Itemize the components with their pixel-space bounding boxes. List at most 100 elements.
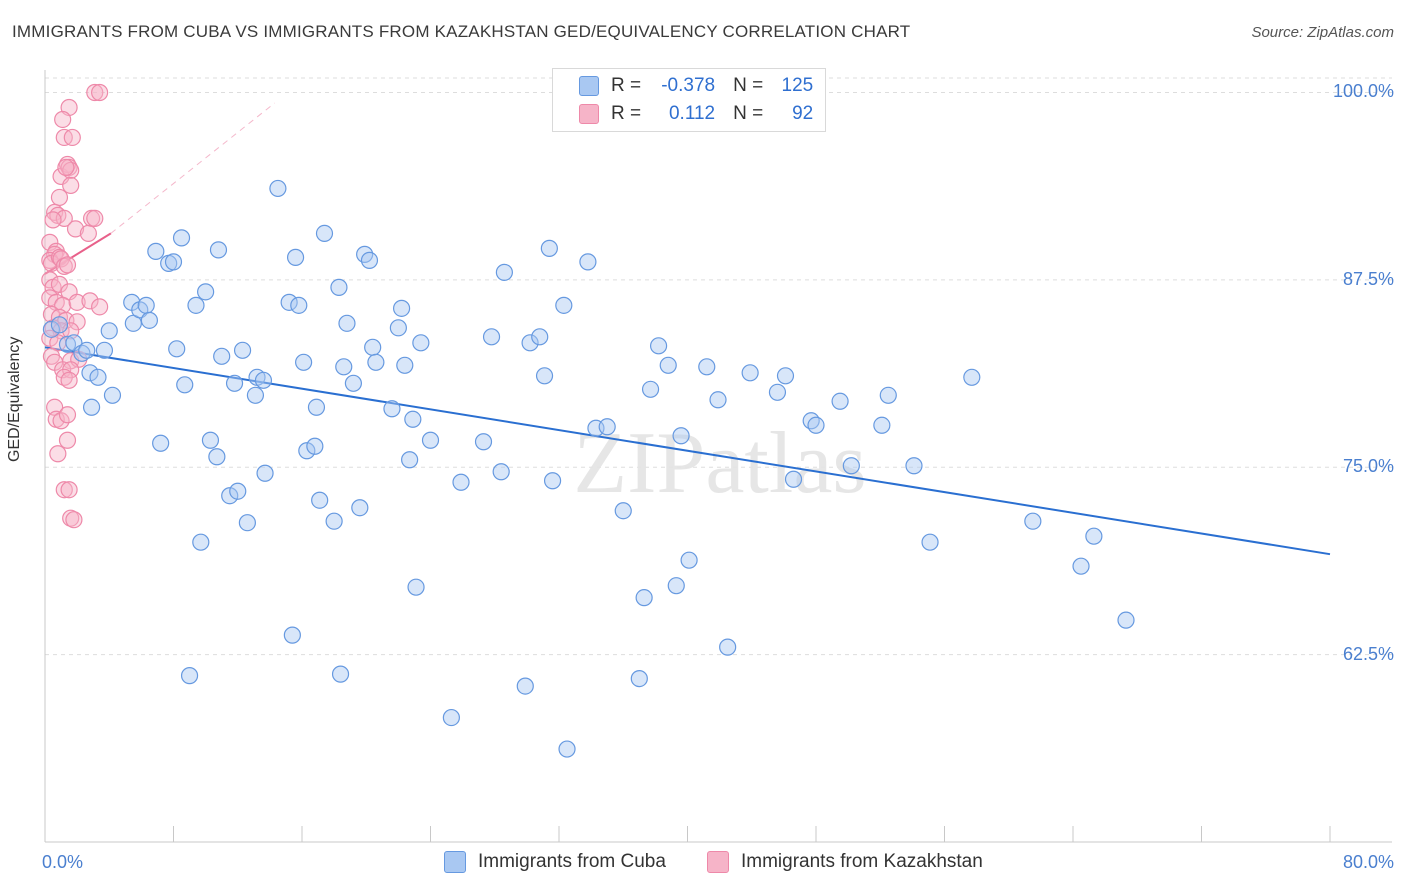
- kazakhstan-point: [65, 511, 83, 529]
- n-label: N =: [733, 103, 764, 124]
- cuba-point: [280, 293, 298, 311]
- cuba-point: [482, 328, 501, 346]
- cuba-point: [963, 368, 981, 386]
- cuba-point: [842, 457, 860, 475]
- kazakhstan-point: [52, 412, 70, 430]
- cuba-point: [831, 392, 849, 410]
- kazakhstan-point: [81, 292, 99, 310]
- cuba-point: [672, 427, 690, 445]
- cuba-point: [776, 367, 795, 385]
- cuba-point: [1117, 611, 1135, 629]
- cuba-point: [598, 418, 616, 436]
- kazakhstan-point: [63, 128, 81, 147]
- kazakhstan-point: [60, 481, 78, 499]
- cuba-point: [540, 239, 558, 257]
- cuba-point: [140, 311, 159, 329]
- cuba-point: [535, 367, 554, 385]
- cuba-point: [103, 386, 122, 404]
- cuba-point: [1072, 557, 1090, 575]
- cuba-point: [89, 368, 107, 386]
- legend-item-cuba[interactable]: Immigrants from Cuba: [444, 851, 666, 873]
- y-axis-label: GED/Equivalency: [6, 336, 23, 462]
- cuba-point: [412, 334, 430, 352]
- cuba-point: [630, 670, 648, 688]
- cuba-point: [254, 371, 273, 389]
- cuba-point: [344, 374, 362, 392]
- cuba-point: [401, 451, 419, 469]
- n-label: N =: [733, 75, 764, 96]
- r-label: R =: [611, 103, 642, 124]
- cuba-point: [256, 464, 274, 482]
- kazakhstan-point: [57, 158, 75, 177]
- kazakhstan-point: [79, 224, 97, 242]
- cuba-point: [168, 340, 186, 358]
- legend-item-kazakhstan[interactable]: Immigrants from Kazakhstan: [707, 851, 983, 873]
- y-tick-label: 62.5%: [1342, 643, 1394, 664]
- cuba-point: [180, 667, 199, 685]
- kazakhstan-point: [62, 176, 80, 195]
- cuba-point: [404, 410, 422, 428]
- cuba-point: [176, 376, 194, 394]
- cuba-point: [392, 299, 411, 317]
- cuba-point: [187, 296, 205, 314]
- cuba-point: [667, 577, 685, 595]
- axes: [44, 70, 1392, 843]
- kazakhstan-point: [62, 161, 80, 180]
- cuba-point: [58, 335, 77, 353]
- cuba-point: [543, 472, 562, 490]
- cuba-point: [50, 316, 69, 334]
- kazakhstan-point: [55, 481, 73, 499]
- cuba-point: [383, 400, 401, 418]
- cuba-point: [229, 482, 247, 500]
- cuba-point: [283, 626, 301, 644]
- cuba-point: [360, 251, 379, 269]
- kazakhstan-r-value: 0.112: [668, 103, 716, 124]
- cuba-trend-line: [44, 346, 1331, 556]
- kazakhstan-point: [58, 431, 77, 449]
- cuba-point: [331, 665, 350, 683]
- kazakhstan-point: [91, 298, 109, 316]
- cuba-point: [474, 433, 493, 451]
- cuba-point: [221, 487, 239, 505]
- cuba-point: [78, 341, 96, 359]
- cuba-n-value: 125: [781, 75, 814, 96]
- kazakhstan-point: [49, 445, 67, 463]
- cuba-point: [269, 179, 287, 198]
- cuba-point: [680, 551, 698, 569]
- legend-label-cuba: Immigrants from Cuba: [478, 851, 666, 872]
- source-label: Source: ZipAtlas.com: [1251, 24, 1394, 41]
- cuba-point: [364, 338, 382, 356]
- cuba-point: [351, 499, 369, 517]
- kazakhstan-point: [68, 313, 86, 331]
- cuba-point: [306, 437, 324, 455]
- cuba-point: [295, 353, 313, 371]
- cuba-point: [709, 391, 727, 409]
- cuba-point: [330, 278, 348, 296]
- cuba-point: [396, 356, 414, 374]
- cuba-point: [784, 470, 803, 488]
- cuba-point: [768, 383, 787, 401]
- kazakhstan-trend-extension: [110, 102, 276, 234]
- cuba-point: [311, 491, 329, 509]
- cuba-point: [555, 296, 573, 314]
- cuba-point: [147, 242, 165, 260]
- cuba-point: [579, 253, 597, 271]
- cuba-point: [233, 341, 252, 359]
- stats-legend: R = -0.378 N = 125 R = 0.112 N = 92: [552, 68, 826, 132]
- cuba-point: [367, 353, 385, 371]
- cuba-point: [389, 319, 407, 337]
- cuba-point: [137, 296, 155, 314]
- cuba-point: [225, 374, 244, 392]
- cuba-point: [873, 416, 891, 434]
- cuba-point: [290, 296, 308, 314]
- cuba-point: [614, 502, 632, 520]
- kazakhstan-n-value: 92: [792, 103, 814, 124]
- kazakhstan-point: [60, 371, 78, 389]
- y-tick-label: 75.0%: [1342, 456, 1394, 477]
- kazakhstan-point: [68, 293, 86, 311]
- cuba-point: [100, 322, 118, 340]
- grid-lines: [45, 77, 1392, 656]
- cuba-point: [407, 578, 425, 596]
- series-legend: Immigrants from Cuba Immigrants from Kaz…: [0, 851, 1406, 877]
